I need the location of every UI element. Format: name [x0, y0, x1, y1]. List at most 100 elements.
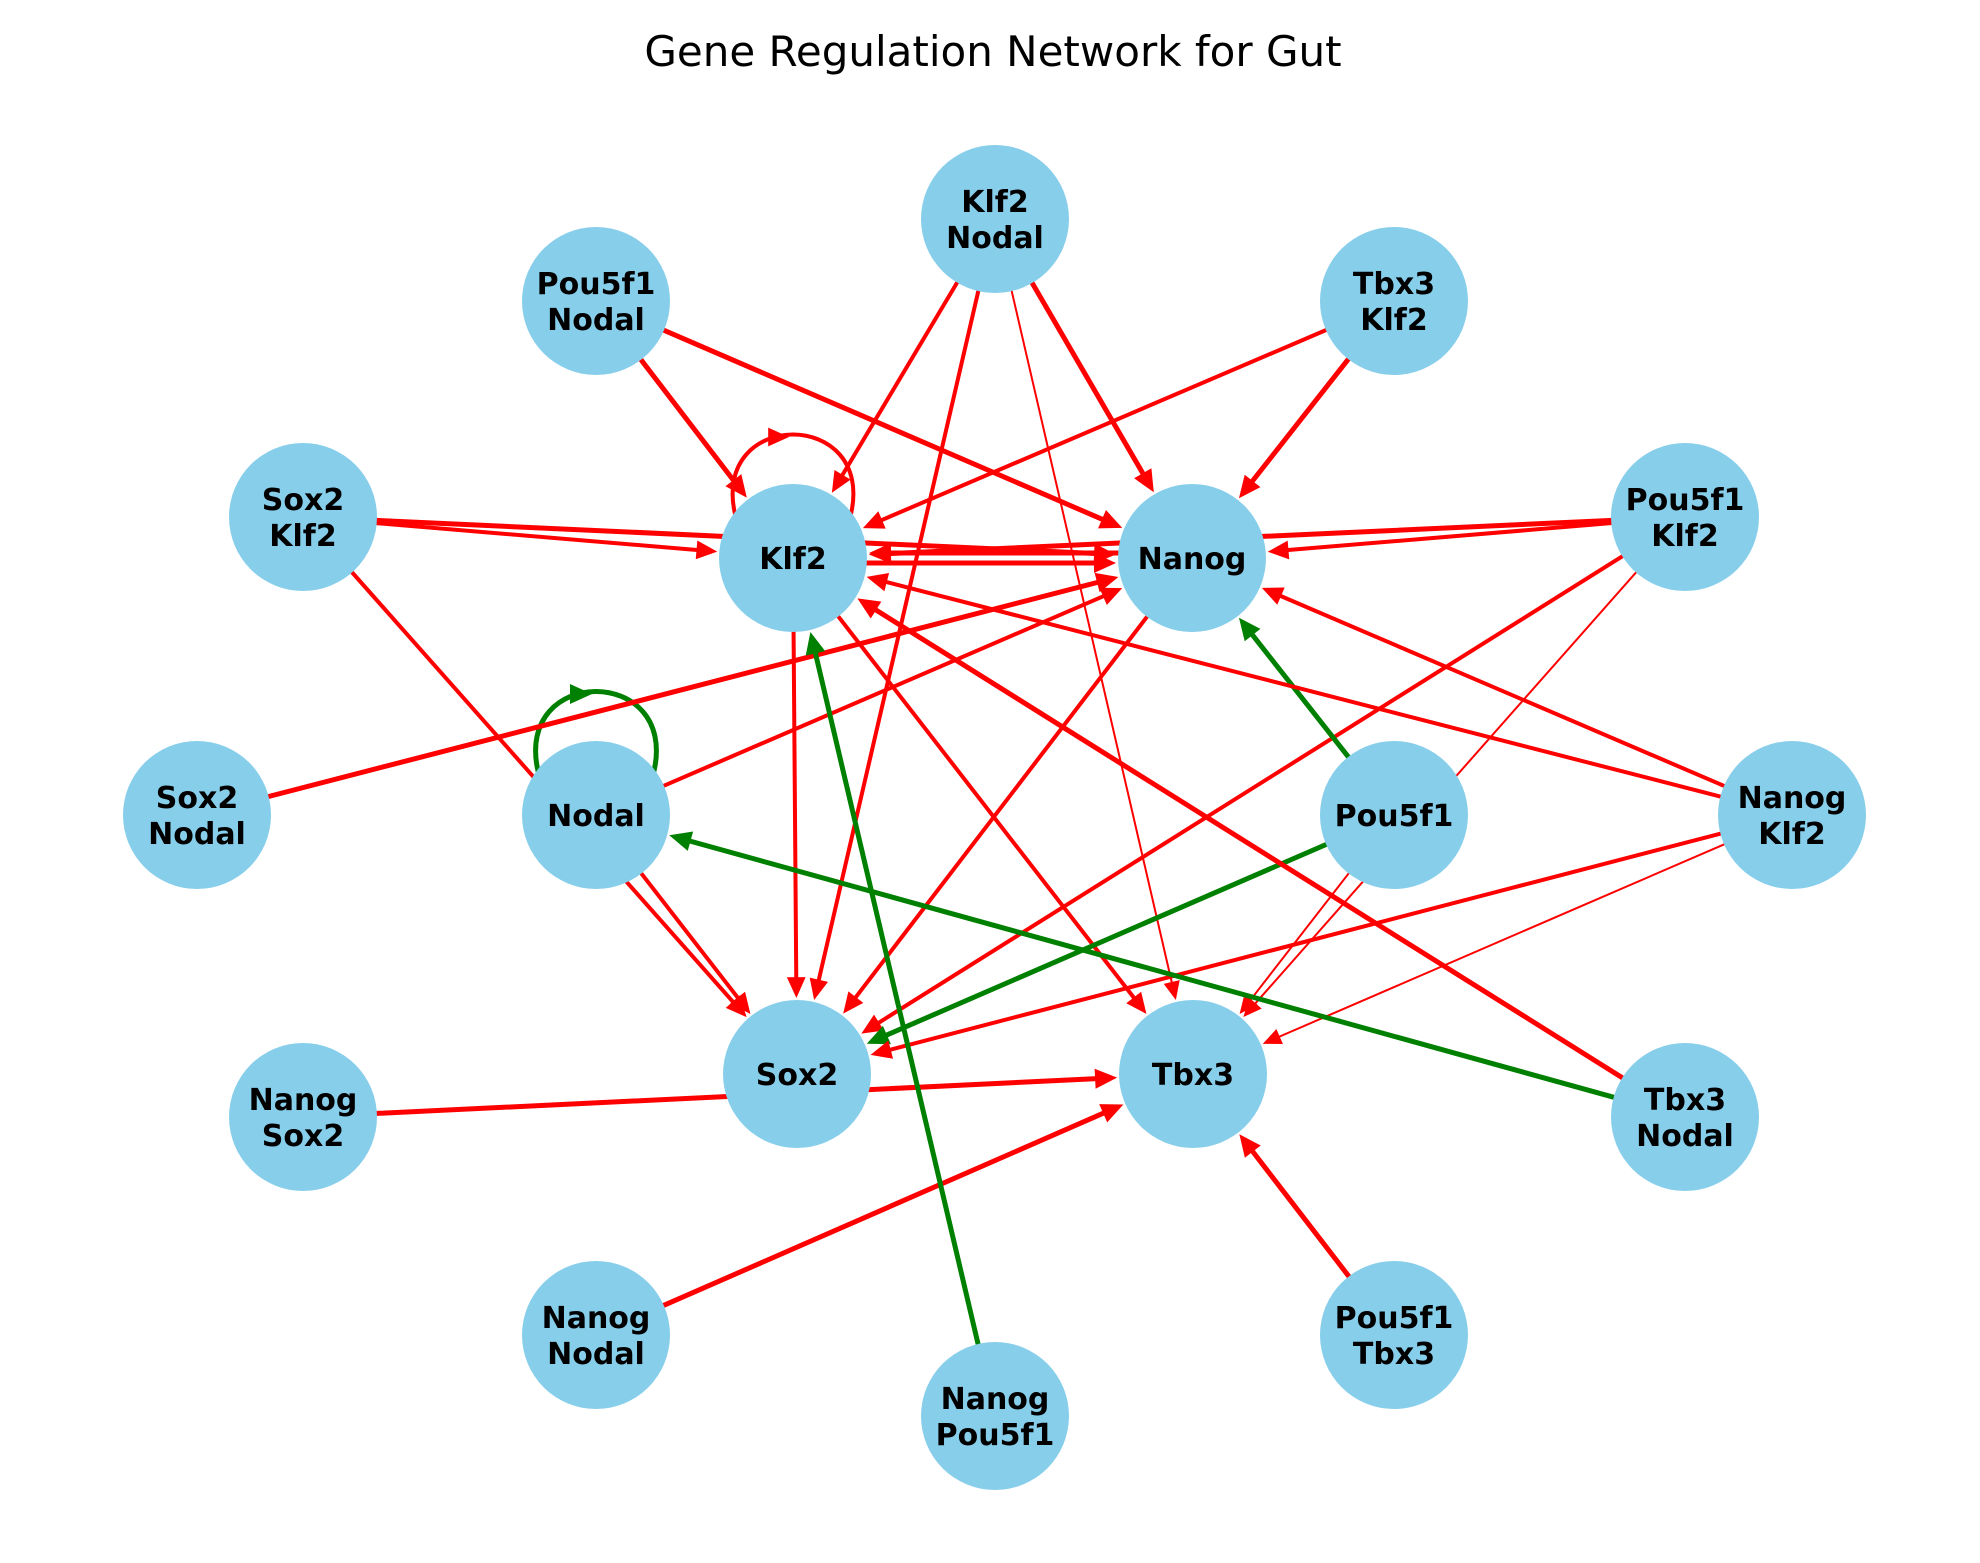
edge-layer: [262, 277, 1730, 1351]
edge-klf2-to-tbx3: [833, 611, 1147, 1014]
node-sox2_nodal-circle: [123, 741, 271, 889]
edge-klf2-to-sox2: [786, 625, 806, 999]
node-nodal: Nodal: [522, 741, 670, 889]
edge-nanog_pou5f1-to-klf2: [805, 631, 982, 1351]
node-pou5f1-circle: [1320, 741, 1468, 889]
node-nanog-circle: [1118, 484, 1266, 632]
node-nanog_sox2-label: Sox2: [262, 1119, 344, 1154]
node-tbx3: Tbx3: [1119, 1000, 1267, 1148]
edge-klf2_nodal-to-klf2: [831, 277, 962, 493]
node-pou5f1_nodal-label: Pou5f1: [537, 267, 656, 302]
node-klf2_nodal-label: Klf2: [961, 185, 1028, 220]
node-pou5f1_tbx3-label: Tbx3: [1353, 1337, 1435, 1372]
edge-nanog_klf2-to-sox2: [870, 830, 1727, 1059]
node-nanog: Nanog: [1118, 484, 1266, 632]
node-nanog_sox2-label: Nanog: [249, 1083, 358, 1118]
node-pou5f1_klf2-label: Klf2: [1651, 519, 1718, 554]
node-nanog_pou5f1-label: Nanog: [941, 1382, 1050, 1417]
edge-nodal-to-nanog: [658, 587, 1123, 790]
edge-nanog_klf2-to-klf2: [866, 573, 1727, 800]
edge-klf2_nodal-to-sox2: [809, 285, 982, 1000]
node-sox2_nodal-label: Nodal: [148, 817, 246, 852]
node-nodal-circle: [522, 741, 670, 889]
edge-sox2_klf2-to-klf2: [370, 520, 718, 560]
node-tbx3_klf2-label: Klf2: [1360, 303, 1427, 338]
node-nanog_sox2-circle: [229, 1043, 377, 1191]
edge-tbx3_klf2-to-klf2: [862, 326, 1332, 529]
edge-nanog-to-klf2: [869, 543, 1125, 563]
node-klf2-label: Klf2: [759, 542, 826, 577]
edge-pou5f1_klf2-to-nanog: [1267, 520, 1618, 560]
node-nanog_klf2-label: Klf2: [1758, 817, 1825, 852]
edge-pou5f1-to-tbx3: [1239, 869, 1353, 1014]
node-nanog_nodal-circle: [522, 1261, 670, 1409]
edge-klf2_nodal-to-nanog: [1027, 277, 1154, 493]
node-tbx3-circle: [1119, 1000, 1267, 1148]
edge-nanog-to-sox2: [843, 611, 1152, 1014]
node-nanog_klf2-circle: [1718, 741, 1866, 889]
edge-tbx3_nodal-to-klf2: [857, 598, 1629, 1083]
node-tbx3_nodal-circle: [1611, 1043, 1759, 1191]
edge-nanog_klf2-to-nanog: [1261, 587, 1730, 790]
edge-klf2-to-klf2: [730, 427, 856, 516]
node-nanog_nodal-label: Nanog: [542, 1301, 651, 1336]
edge-pou5f1_nodal-to-klf2: [636, 354, 747, 498]
node-klf2_nodal-label: Nodal: [946, 221, 1044, 256]
node-pou5f1_nodal-label: Nodal: [547, 303, 645, 338]
edge-pou5f1_tbx3-to-tbx3: [1239, 1134, 1354, 1283]
node-pou5f1_tbx3-circle: [1320, 1261, 1468, 1409]
node-pou5f1_klf2-circle: [1611, 443, 1759, 591]
node-klf2-circle: [719, 484, 867, 632]
node-tbx3_nodal-label: Nodal: [1636, 1119, 1734, 1154]
node-pou5f1_tbx3-label: Pou5f1: [1335, 1301, 1454, 1336]
node-sox2_klf2-label: Klf2: [269, 519, 336, 554]
node-nanog-label: Nanog: [1138, 542, 1247, 577]
node-sox2_nodal-label: Sox2: [156, 781, 238, 816]
edge-pou5f1-to-sox2: [866, 840, 1333, 1045]
edge-pou5f1_nodal-to-nanog: [657, 326, 1123, 529]
edge-tbx3_klf2-to-nanog: [1238, 353, 1354, 499]
node-tbx3_klf2-label: Tbx3: [1353, 267, 1435, 302]
node-pou5f1_nodal-circle: [522, 227, 670, 375]
node-sox2-circle: [723, 1000, 871, 1148]
edge-nanog_klf2-to-tbx3: [1262, 841, 1729, 1045]
node-tbx3_nodal-label: Tbx3: [1644, 1083, 1726, 1118]
node-klf2_nodal-circle: [921, 145, 1069, 293]
node-pou5f1: Pou5f1: [1320, 741, 1468, 889]
node-nanog_klf2-label: Nanog: [1738, 781, 1847, 816]
node-nanog_nodal-label: Nodal: [547, 1337, 645, 1372]
node-klf2: Klf2: [719, 484, 867, 632]
node-nanog_pou5f1-label: Pou5f1: [936, 1418, 1055, 1453]
edge-sox2_nodal-to-nanog: [262, 572, 1119, 800]
node-pou5f1-label: Pou5f1: [1335, 799, 1454, 834]
node-tbx3-label: Tbx3: [1152, 1058, 1234, 1093]
node-pou5f1_klf2-label: Pou5f1: [1626, 483, 1745, 518]
edge-tbx3_nodal-to-nodal: [669, 831, 1621, 1101]
node-nanog_pou5f1-circle: [921, 1342, 1069, 1490]
node-sox2_klf2-label: Sox2: [262, 483, 344, 518]
node-nodal-label: Nodal: [547, 799, 645, 834]
edge-klf2_nodal-to-tbx3: [1009, 286, 1180, 1000]
node-tbx3_klf2-circle: [1320, 227, 1468, 375]
edge-klf2-to-nanog: [860, 553, 1116, 573]
edge-pou5f1_klf2-to-sox2: [861, 552, 1628, 1034]
diagram-title: Gene Regulation Network for Gut: [644, 27, 1341, 76]
edge-pou5f1-to-nanog: [1238, 617, 1354, 763]
edge-nanog_nodal-to-tbx3: [657, 1104, 1124, 1310]
node-sox2: Sox2: [723, 1000, 871, 1148]
